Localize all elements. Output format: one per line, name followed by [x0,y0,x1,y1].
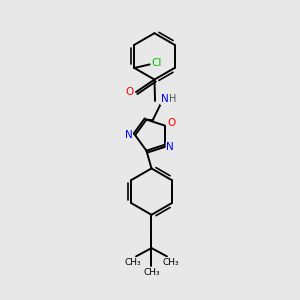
Text: H: H [169,94,177,104]
Text: CH₃: CH₃ [124,258,141,267]
Text: Cl: Cl [151,58,162,68]
Text: N: N [161,94,168,104]
Text: CH₃: CH₃ [143,268,160,277]
Text: O: O [167,118,176,128]
Text: CH₃: CH₃ [162,258,179,267]
Text: N: N [166,142,174,152]
Text: O: O [125,87,134,97]
Text: N: N [125,130,133,140]
